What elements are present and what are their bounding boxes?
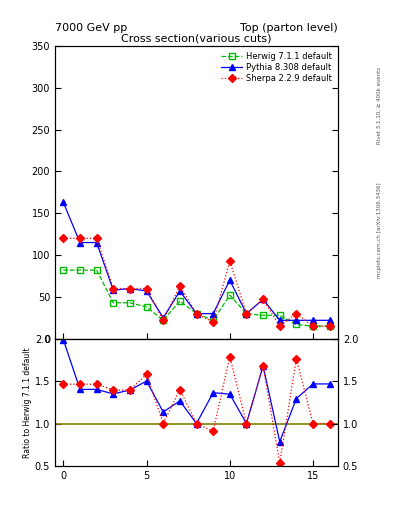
Herwig 7.1.1 default [244, 311, 249, 317]
Pythia 8.308 default [128, 286, 132, 292]
Pythia 8.308 default [144, 288, 149, 294]
Sherpa 2.2.9 default [194, 311, 199, 317]
Herwig 7.1.1 default [128, 300, 132, 306]
Pythia 8.308 default [78, 240, 83, 246]
Herwig 7.1.1 default [61, 267, 66, 273]
Sherpa 2.2.9 default [310, 323, 315, 329]
Pythia 8.308 default [228, 277, 232, 283]
Sherpa 2.2.9 default [144, 286, 149, 292]
Herwig 7.1.1 default [294, 322, 299, 328]
Pythia 8.308 default [161, 315, 165, 321]
Pythia 8.308 default [178, 288, 182, 294]
Sherpa 2.2.9 default [294, 311, 299, 317]
Sherpa 2.2.9 default [277, 323, 282, 329]
Text: Rivet 3.1.10, ≥ 400k events: Rivet 3.1.10, ≥ 400k events [377, 67, 382, 144]
Sherpa 2.2.9 default [327, 323, 332, 329]
Pythia 8.308 default [277, 317, 282, 324]
Herwig 7.1.1 default [144, 304, 149, 310]
Herwig 7.1.1 default [310, 323, 315, 329]
Pythia 8.308 default [261, 296, 265, 303]
Y-axis label: Ratio to Herwig 7.1.1 default: Ratio to Herwig 7.1.1 default [23, 347, 32, 458]
Sherpa 2.2.9 default [111, 286, 116, 292]
Pythia 8.308 default [111, 287, 116, 293]
Herwig 7.1.1 default [194, 311, 199, 317]
Sherpa 2.2.9 default [128, 286, 132, 292]
Text: 7000 GeV pp: 7000 GeV pp [55, 23, 127, 33]
Sherpa 2.2.9 default [94, 236, 99, 242]
Sherpa 2.2.9 default [61, 236, 66, 242]
Herwig 7.1.1 default [78, 267, 83, 273]
Herwig 7.1.1 default [178, 298, 182, 304]
Herwig 7.1.1 default [277, 312, 282, 318]
Herwig 7.1.1 default [228, 292, 232, 298]
Line: Herwig 7.1.1 default: Herwig 7.1.1 default [61, 267, 332, 329]
Herwig 7.1.1 default [161, 317, 165, 324]
Pythia 8.308 default [244, 311, 249, 317]
Pythia 8.308 default [327, 317, 332, 324]
Title: Cross section(various cuts): Cross section(various cuts) [121, 34, 272, 44]
Pythia 8.308 default [94, 240, 99, 246]
Herwig 7.1.1 default [261, 312, 265, 318]
Herwig 7.1.1 default [94, 267, 99, 273]
Sherpa 2.2.9 default [78, 236, 83, 242]
Line: Sherpa 2.2.9 default: Sherpa 2.2.9 default [61, 236, 332, 329]
Herwig 7.1.1 default [211, 317, 215, 324]
Pythia 8.308 default [211, 311, 215, 317]
Text: Top (parton level): Top (parton level) [240, 23, 338, 33]
Sherpa 2.2.9 default [244, 311, 249, 317]
Sherpa 2.2.9 default [161, 317, 165, 324]
Sherpa 2.2.9 default [178, 283, 182, 289]
Sherpa 2.2.9 default [228, 258, 232, 264]
Line: Pythia 8.308 default: Pythia 8.308 default [61, 200, 332, 323]
Legend: Herwig 7.1.1 default, Pythia 8.308 default, Sherpa 2.2.9 default: Herwig 7.1.1 default, Pythia 8.308 defau… [220, 50, 334, 85]
Herwig 7.1.1 default [327, 323, 332, 329]
Pythia 8.308 default [294, 317, 299, 324]
Pythia 8.308 default [310, 317, 315, 324]
Sherpa 2.2.9 default [211, 319, 215, 325]
Sherpa 2.2.9 default [261, 296, 265, 303]
Pythia 8.308 default [61, 199, 66, 205]
Herwig 7.1.1 default [111, 300, 116, 306]
Pythia 8.308 default [194, 311, 199, 317]
Text: mcplots.cern.ch [arXiv:1306.3436]: mcplots.cern.ch [arXiv:1306.3436] [377, 183, 382, 278]
